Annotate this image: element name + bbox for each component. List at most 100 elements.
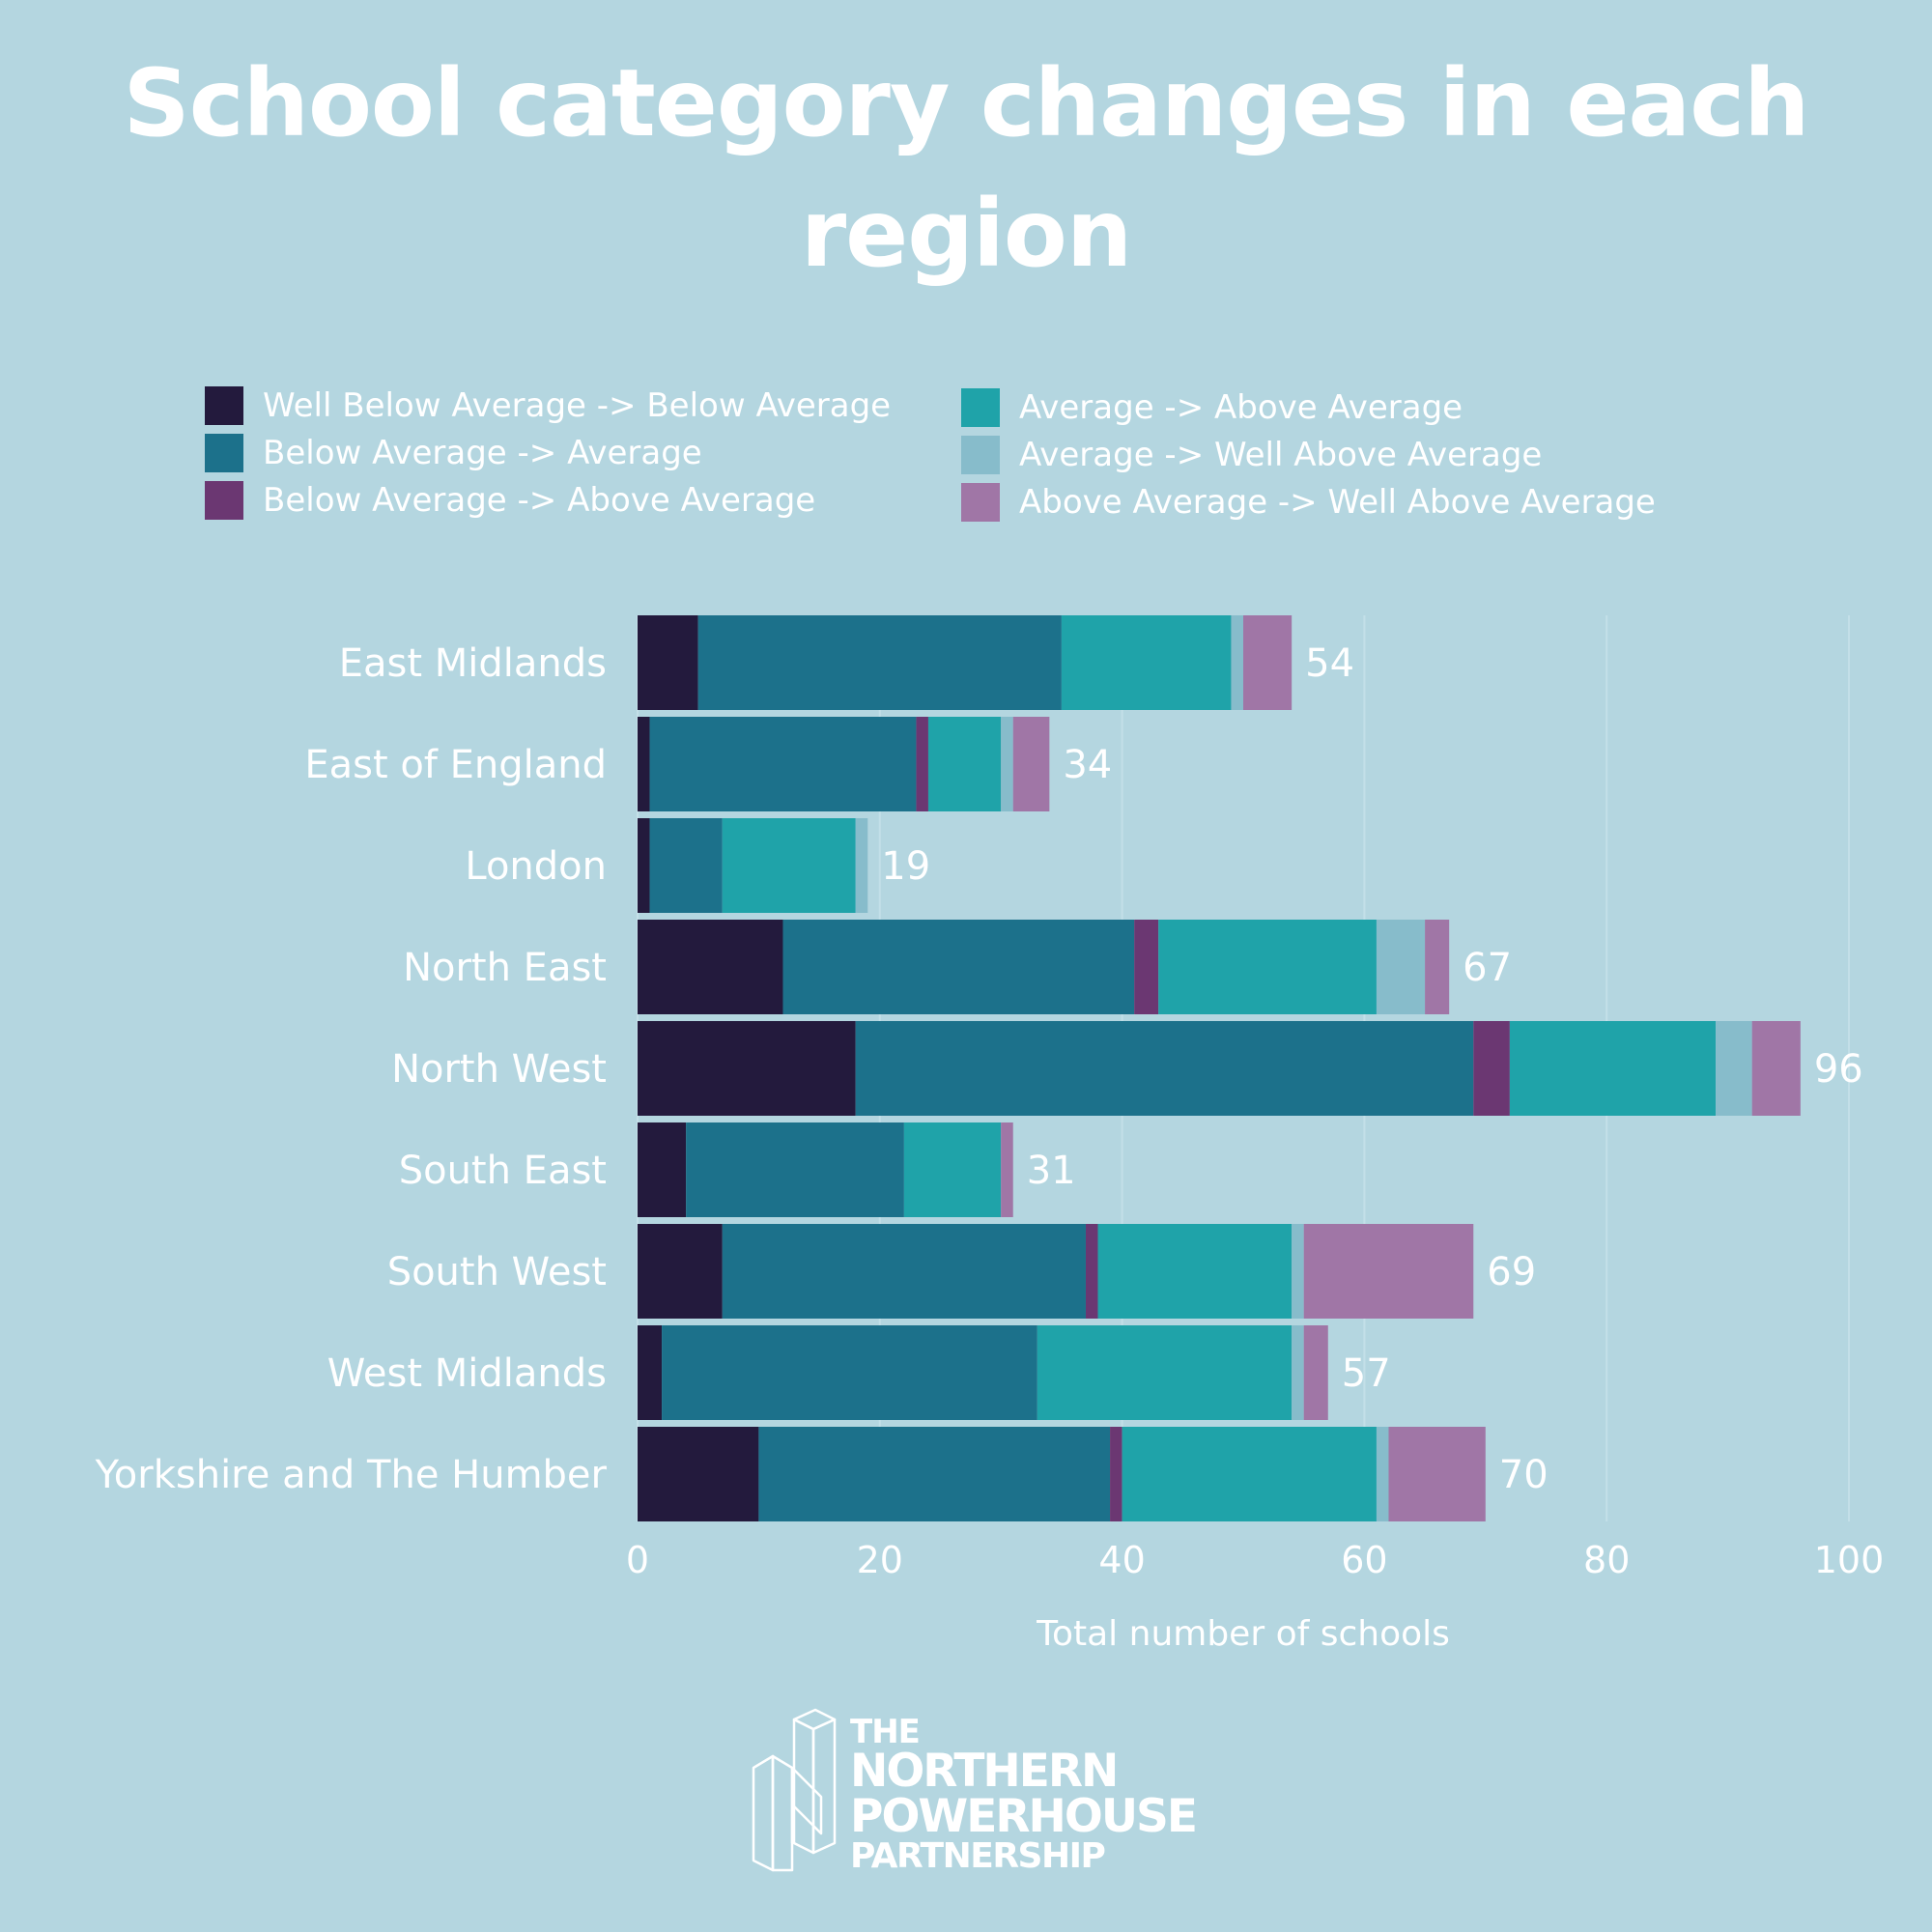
x-tick-label: 20 — [857, 1539, 903, 1581]
legend-swatch — [205, 480, 243, 520]
logo-line: THE — [850, 1713, 921, 1751]
bar-segment — [697, 615, 1062, 710]
bar-segment — [855, 818, 868, 913]
legend-swatch — [205, 385, 243, 425]
bar-segment — [1376, 1427, 1389, 1521]
bar-segment — [1001, 717, 1013, 811]
bar-segment — [1061, 615, 1232, 710]
legend-label: Average -> Above Average — [1019, 387, 1463, 427]
bar-segment — [686, 1122, 904, 1217]
stacked-bar-chart: East Midlands 54 East of England 34 London 19… — [95, 615, 1885, 1654]
bar-segment — [722, 1224, 1086, 1319]
legend-column-right: Average -> Above Average Average -> Well… — [961, 384, 1753, 526]
total-label: 31 — [1027, 1149, 1076, 1193]
x-tick-label: 0 — [626, 1539, 649, 1581]
bar-segment — [638, 1122, 687, 1217]
bar-segment — [916, 717, 928, 811]
category-label: South West — [387, 1250, 607, 1294]
total-label: 67 — [1463, 946, 1512, 990]
bar-segment — [1292, 1224, 1304, 1319]
legend-column-left: Well Below Average -> Below Average Belo… — [205, 382, 997, 524]
legend-item: Well Below Average -> Below Average — [205, 382, 997, 429]
bar-segment — [855, 1021, 1474, 1116]
bar-segment — [1473, 1021, 1510, 1116]
category-label: East Midlands — [339, 641, 607, 686]
bar-segment — [1231, 615, 1243, 710]
bar-segment — [1097, 1224, 1293, 1319]
bar-segment — [1037, 1325, 1293, 1420]
bar-segment — [782, 920, 1135, 1014]
category-label: North West — [391, 1047, 607, 1092]
legend-label: Below Average -> Average — [263, 433, 702, 472]
legend-label: Well Below Average -> Below Average — [263, 385, 892, 425]
bar-segment — [758, 1427, 1111, 1521]
total-label: 54 — [1305, 641, 1354, 686]
legend-item: Average -> Above Average — [961, 384, 1753, 431]
bar-segment — [1303, 1325, 1328, 1420]
chart-title: School category changes in each region — [123, 49, 1810, 288]
bar-segment — [1158, 920, 1377, 1014]
bar-segment — [638, 818, 650, 913]
bar-segment — [649, 818, 723, 913]
total-label: 70 — [1499, 1453, 1548, 1497]
bar-segment — [1303, 1224, 1474, 1319]
bar-segment — [638, 1325, 663, 1420]
bar-segment — [638, 1427, 759, 1521]
x-tick-label: 40 — [1098, 1539, 1145, 1581]
legend-label: Above Average -> Well Above Average — [1019, 482, 1656, 522]
legend-swatch — [961, 435, 1000, 474]
total-label: 19 — [881, 844, 930, 889]
bar-segment — [1425, 920, 1450, 1014]
legend-swatch — [205, 433, 243, 472]
bar-segment — [638, 920, 783, 1014]
total-label: 34 — [1063, 743, 1112, 787]
legend-label: Below Average -> Above Average — [263, 480, 816, 520]
legend-item: Average -> Well Above Average — [961, 431, 1753, 478]
legend-item: Below Average -> Average — [205, 429, 997, 476]
x-tick-label: 100 — [1814, 1539, 1885, 1581]
bar-segment — [1243, 615, 1293, 710]
legend-swatch — [961, 387, 1000, 427]
legend-swatch — [961, 482, 1000, 522]
bar-segment — [722, 818, 856, 913]
bar-segment — [662, 1325, 1037, 1420]
bar-segment — [1292, 1325, 1304, 1420]
bar-segment — [649, 717, 917, 811]
category-label: East of England — [304, 743, 607, 787]
logo-line: POWERHOUSE — [850, 1790, 1198, 1843]
bar-segment — [903, 1122, 1002, 1217]
bar-segment — [1388, 1427, 1486, 1521]
bar-segment — [638, 717, 650, 811]
bar-segment — [1509, 1021, 1717, 1116]
building-n-logo-icon — [752, 1708, 837, 1872]
bar-segment — [1376, 920, 1426, 1014]
category-label: South East — [399, 1149, 607, 1193]
bar-segment — [1751, 1021, 1801, 1116]
total-label: 96 — [1814, 1047, 1863, 1092]
bar-segment — [638, 1021, 856, 1116]
category-label: London — [465, 844, 607, 889]
legend-item: Above Average -> Well Above Average — [961, 478, 1753, 526]
northern-powerhouse-logo: THE NORTHERN POWERHOUSE PARTNERSHIP — [749, 1708, 1198, 1877]
bar-segment — [927, 717, 1002, 811]
total-label: 69 — [1487, 1250, 1536, 1294]
logo-line: PARTNERSHIP — [850, 1836, 1106, 1876]
logo-line: NORTHERN — [850, 1745, 1119, 1798]
bar-segment — [638, 1224, 723, 1319]
bar-segment — [1134, 920, 1159, 1014]
x-tick-label: 80 — [1583, 1539, 1630, 1581]
category-label: North East — [403, 946, 607, 990]
x-axis-label: Total number of schools — [1036, 1614, 1450, 1654]
bar-segment — [1122, 1427, 1377, 1521]
legend-item: Below Average -> Above Average — [205, 476, 997, 524]
bar-segment — [1085, 1224, 1098, 1319]
total-label: 57 — [1342, 1351, 1391, 1396]
bar-segment — [1012, 717, 1050, 811]
x-tick-label: 60 — [1341, 1539, 1387, 1581]
bar-segment — [1110, 1427, 1122, 1521]
logo-wordmark: THE NORTHERN POWERHOUSE PARTNERSHIP — [850, 1713, 1198, 1876]
bar-segment — [638, 615, 698, 710]
bar-segment — [1716, 1021, 1752, 1116]
category-label: Yorkshire and The Humber — [95, 1453, 608, 1497]
category-label: West Midlands — [327, 1351, 607, 1396]
